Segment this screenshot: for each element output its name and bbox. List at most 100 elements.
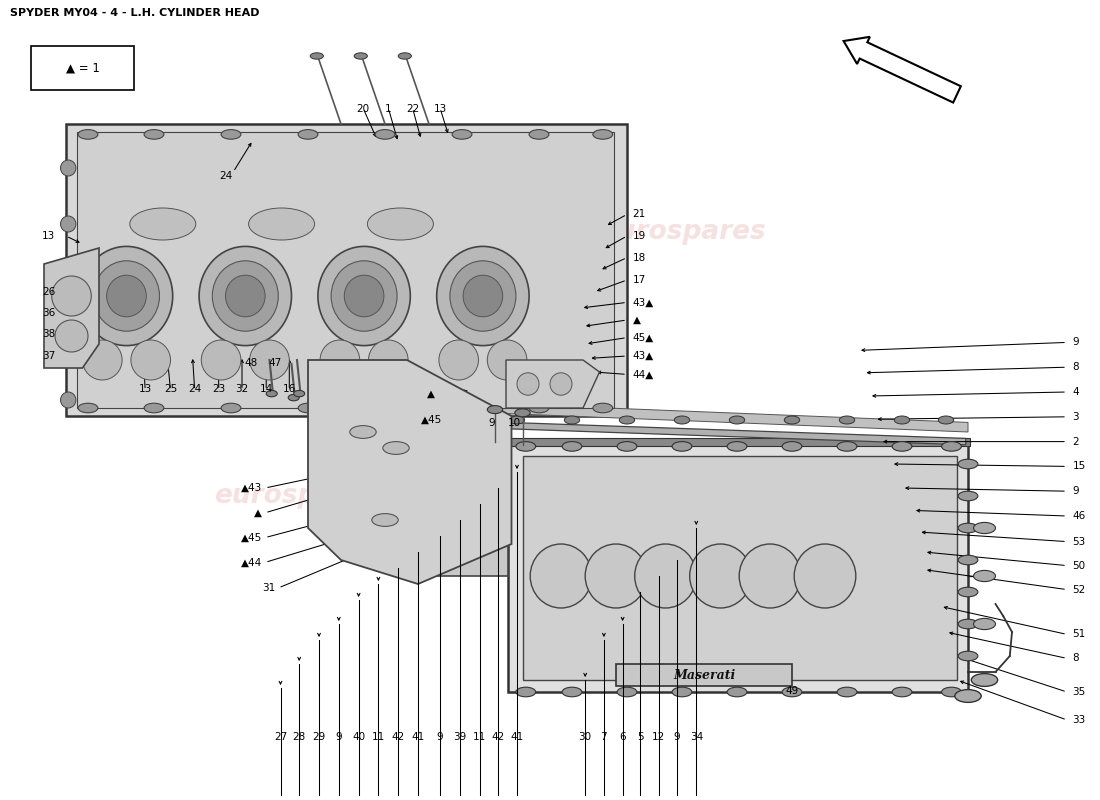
Ellipse shape [452, 403, 472, 413]
Ellipse shape [199, 246, 292, 346]
Text: 8: 8 [1072, 362, 1079, 372]
Ellipse shape [958, 619, 978, 629]
Text: 9: 9 [336, 733, 342, 742]
Ellipse shape [60, 336, 76, 352]
Ellipse shape [942, 442, 961, 451]
Ellipse shape [375, 130, 395, 139]
Text: 28: 28 [293, 733, 306, 742]
Text: ▲: ▲ [632, 315, 640, 325]
Ellipse shape [593, 403, 613, 413]
Ellipse shape [487, 340, 527, 380]
Ellipse shape [450, 261, 516, 331]
Ellipse shape [60, 216, 76, 232]
Ellipse shape [635, 544, 696, 608]
Ellipse shape [383, 442, 409, 454]
Text: ▲45: ▲45 [241, 533, 262, 542]
Ellipse shape [78, 403, 98, 413]
Ellipse shape [452, 130, 472, 139]
Text: 9: 9 [488, 418, 495, 428]
Polygon shape [324, 416, 966, 445]
Text: 37: 37 [42, 351, 55, 361]
Ellipse shape [344, 275, 384, 317]
Ellipse shape [530, 544, 592, 608]
Ellipse shape [672, 442, 692, 451]
Ellipse shape [437, 246, 529, 346]
Ellipse shape [562, 687, 582, 697]
Polygon shape [522, 456, 957, 680]
Polygon shape [506, 360, 600, 408]
Text: 45▲: 45▲ [632, 333, 653, 342]
Text: 42: 42 [392, 733, 405, 742]
Ellipse shape [439, 340, 478, 380]
Text: 40: 40 [352, 733, 365, 742]
FancyArrow shape [844, 37, 960, 102]
Polygon shape [508, 444, 968, 692]
Ellipse shape [226, 275, 265, 317]
Ellipse shape [942, 687, 961, 697]
Text: 38: 38 [42, 330, 55, 339]
Text: 44▲: 44▲ [632, 370, 653, 379]
Text: 30: 30 [579, 733, 592, 742]
Ellipse shape [892, 687, 912, 697]
Text: 8: 8 [1072, 654, 1079, 663]
Ellipse shape [958, 459, 978, 469]
Ellipse shape [294, 390, 305, 397]
Text: 7: 7 [601, 733, 607, 742]
Text: SPYDER MY04 - 4 - L.H. CYLINDER HEAD: SPYDER MY04 - 4 - L.H. CYLINDER HEAD [10, 8, 260, 18]
Ellipse shape [249, 208, 315, 240]
Ellipse shape [60, 272, 76, 288]
Ellipse shape [794, 544, 856, 608]
Text: 13: 13 [42, 231, 55, 241]
Ellipse shape [487, 406, 503, 414]
Text: 53: 53 [1072, 537, 1086, 546]
Text: 24: 24 [219, 171, 232, 181]
Text: 35: 35 [1072, 687, 1086, 697]
Ellipse shape [729, 416, 745, 424]
Ellipse shape [266, 390, 277, 397]
Ellipse shape [60, 160, 76, 176]
Ellipse shape [454, 416, 470, 424]
Text: 39: 39 [453, 733, 466, 742]
Ellipse shape [107, 275, 146, 317]
Ellipse shape [955, 690, 981, 702]
Ellipse shape [690, 544, 751, 608]
Text: 52: 52 [1072, 585, 1086, 594]
Text: 41: 41 [510, 733, 524, 742]
Text: 50: 50 [1072, 561, 1086, 570]
Ellipse shape [517, 373, 539, 395]
Text: 26: 26 [42, 287, 55, 297]
Text: ▲: ▲ [254, 508, 262, 518]
Text: 23: 23 [212, 384, 226, 394]
Ellipse shape [617, 442, 637, 451]
Text: 32: 32 [235, 384, 249, 394]
Ellipse shape [974, 570, 996, 582]
Text: 13: 13 [139, 384, 152, 394]
Text: 29: 29 [312, 733, 326, 742]
Ellipse shape [782, 687, 802, 697]
Ellipse shape [130, 208, 196, 240]
Ellipse shape [78, 130, 98, 139]
Ellipse shape [201, 340, 241, 380]
Text: 9: 9 [673, 733, 680, 742]
Text: 15: 15 [1072, 462, 1086, 471]
Ellipse shape [372, 514, 398, 526]
Text: 51: 51 [1072, 630, 1086, 639]
Ellipse shape [562, 442, 582, 451]
Polygon shape [44, 248, 99, 368]
Text: 2: 2 [1072, 437, 1079, 446]
Ellipse shape [82, 340, 122, 380]
Text: ▲44: ▲44 [241, 558, 262, 567]
Text: 18: 18 [632, 253, 646, 262]
Ellipse shape [60, 392, 76, 408]
Text: Maserati: Maserati [673, 669, 735, 682]
Ellipse shape [52, 276, 91, 316]
Text: 42: 42 [492, 733, 505, 742]
Ellipse shape [739, 544, 801, 608]
Ellipse shape [619, 416, 635, 424]
Text: ▲ = 1: ▲ = 1 [66, 62, 99, 74]
Ellipse shape [94, 261, 160, 331]
Ellipse shape [958, 651, 978, 661]
Ellipse shape [958, 491, 978, 501]
Text: 49: 49 [785, 686, 799, 696]
Text: 20: 20 [356, 104, 370, 114]
